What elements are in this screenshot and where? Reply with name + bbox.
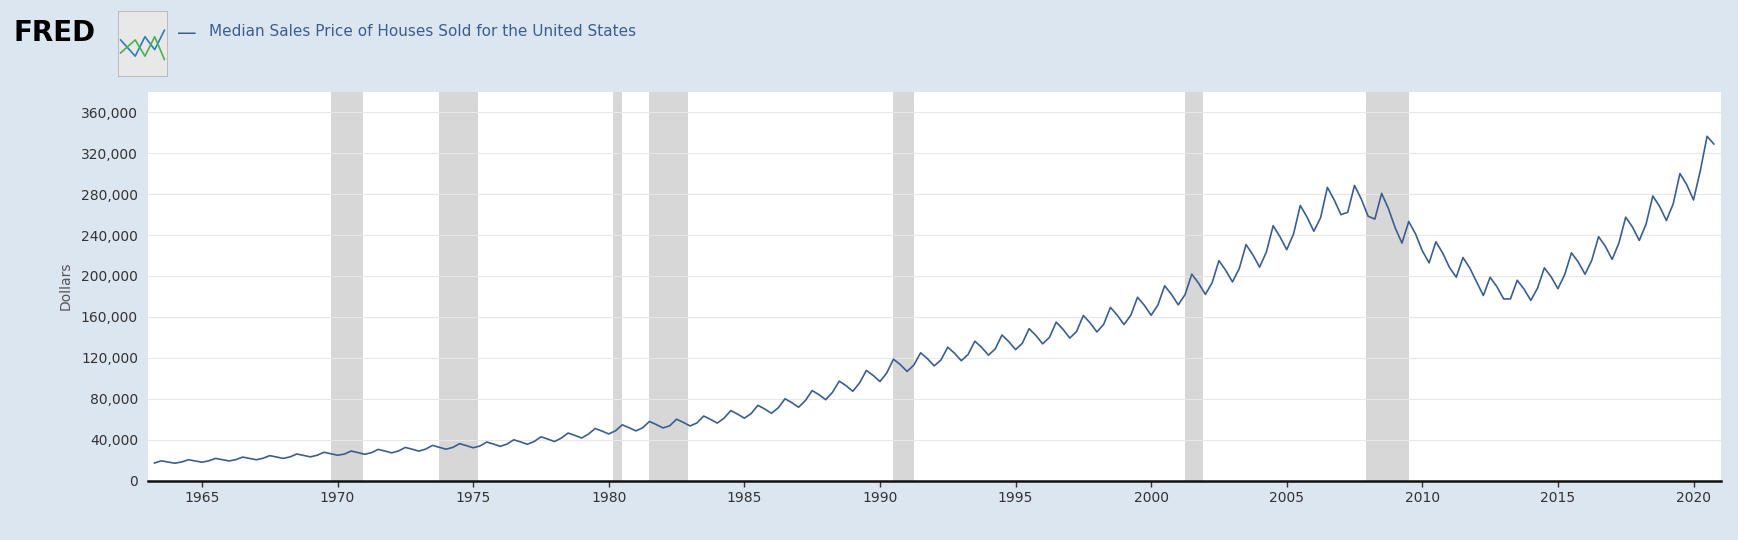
Bar	[614, 92, 622, 481]
Y-axis label: Dollars: Dollars	[59, 262, 73, 310]
Text: —: —	[177, 24, 196, 43]
Bar	[440, 92, 478, 481]
Text: FRED: FRED	[14, 19, 96, 47]
Bar	[1185, 92, 1203, 481]
Bar	[893, 92, 914, 481]
Bar	[330, 92, 363, 481]
Text: Median Sales Price of Houses Sold for the United States: Median Sales Price of Houses Sold for th…	[209, 24, 636, 39]
Bar	[650, 92, 688, 481]
Bar	[1366, 92, 1410, 481]
